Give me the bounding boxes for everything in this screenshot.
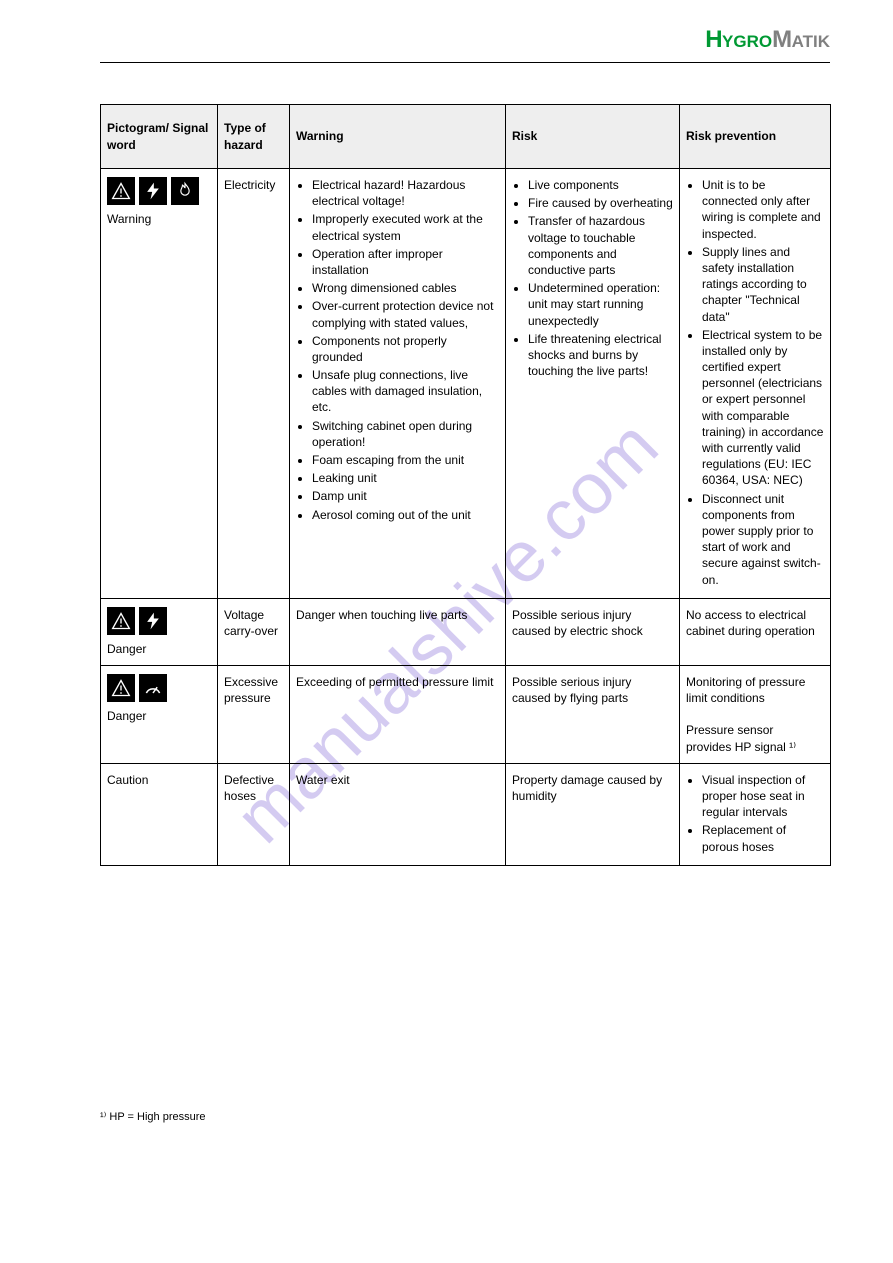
cell-risk: Possible serious injury caused by electr… [506, 598, 680, 665]
list-item: Life threatening electrical shocks and b… [528, 331, 673, 380]
table-row: Caution Defective hoses Water exit Prope… [101, 763, 831, 865]
list-item: Supply lines and safety installation rat… [702, 244, 824, 325]
list-item: Wrong dimensioned cables [312, 280, 499, 296]
hazard-table: Pictogram/ Signal word Type of hazard Wa… [100, 104, 831, 866]
cell-prevention: Unit is to be connected only after wirin… [680, 169, 831, 599]
th-prevention: Risk prevention [680, 105, 831, 169]
fire-icon [171, 177, 199, 205]
brand-logo: H YGRO M ATIK [705, 26, 830, 54]
list-item: Transfer of hazardous voltage to touchab… [528, 213, 673, 278]
warning-triangle-icon [107, 607, 135, 635]
logo-part-2: YGRO [722, 32, 772, 52]
list-item: Disconnect unit components from power su… [702, 491, 824, 588]
icon-row [107, 177, 211, 205]
cell-prevention: Monitoring of pressure limit conditions … [680, 665, 831, 763]
list-item: Undetermined operation: unit may start r… [528, 280, 673, 329]
cell-hazard-type: Defective hoses [218, 763, 290, 865]
cell-risk: Possible serious injury caused by flying… [506, 665, 680, 763]
list-item: Leaking unit [312, 470, 499, 486]
list-item: Foam escaping from the unit [312, 452, 499, 468]
signal-word: Warning [107, 211, 211, 227]
cell-warning: Exceeding of permitted pressure limit [290, 665, 506, 763]
signal-word: Danger [107, 708, 211, 724]
list-item: Over-current protection device not compl… [312, 298, 499, 330]
table-row: Warning Electricity Electrical hazard! H… [101, 169, 831, 599]
cell-pictogram: Danger [101, 598, 218, 665]
cell-warning: Electrical hazard! Hazardous electrical … [290, 169, 506, 599]
cell-warning: Danger when touching live parts [290, 598, 506, 665]
list-item: Switching cabinet open during operation! [312, 418, 499, 450]
cell-pictogram: Caution [101, 763, 218, 865]
cell-warning: Water exit [290, 763, 506, 865]
cell-prevention: No access to electrical cabinet during o… [680, 598, 831, 665]
cell-risk: Property damage caused by humidity [506, 763, 680, 865]
list-item: Fire caused by overheating [528, 195, 673, 211]
list-item: Improperly executed work at the electric… [312, 211, 499, 243]
lightning-icon [139, 177, 167, 205]
th-pictogram: Pictogram/ Signal word [101, 105, 218, 169]
cell-pictogram: Warning [101, 169, 218, 599]
header-rule [100, 62, 830, 63]
cell-hazard-type: Excessive pressure [218, 665, 290, 763]
footnote: ¹⁾ HP = High pressure [100, 1110, 206, 1123]
cell-pictogram: Danger [101, 665, 218, 763]
list-item: Damp unit [312, 488, 499, 504]
gauge-icon [139, 674, 167, 702]
lightning-icon [139, 607, 167, 635]
list-item: Visual inspection of proper hose seat in… [702, 772, 824, 821]
logo-part-4: ATIK [792, 32, 830, 52]
warning-triangle-icon [107, 177, 135, 205]
list-item: Electrical system to be installed only b… [702, 327, 824, 489]
table-row: Danger Excessive pressure Exceeding of p… [101, 665, 831, 763]
logo-part-1: H [705, 26, 722, 54]
list-item: Electrical hazard! Hazardous electrical … [312, 177, 499, 209]
list-item: Unit is to be connected only after wirin… [702, 177, 824, 242]
list-item: Operation after improper installation [312, 246, 499, 278]
logo-part-3: M [772, 26, 792, 54]
icon-row [107, 607, 211, 635]
table-header-row: Pictogram/ Signal word Type of hazard Wa… [101, 105, 831, 169]
icon-row [107, 674, 211, 702]
th-hazard: Type of hazard [218, 105, 290, 169]
th-risk: Risk [506, 105, 680, 169]
cell-hazard-type: Electricity [218, 169, 290, 599]
list-item: Live components [528, 177, 673, 193]
table-row: Danger Voltage carry-over Danger when to… [101, 598, 831, 665]
list-item: Unsafe plug connections, live cables wit… [312, 367, 499, 416]
cell-prevention: Visual inspection of proper hose seat in… [680, 763, 831, 865]
signal-word: Danger [107, 641, 211, 657]
signal-word: Caution [107, 772, 211, 788]
warning-triangle-icon [107, 674, 135, 702]
list-item: Aerosol coming out of the unit [312, 507, 499, 523]
cell-risk: Live components Fire caused by overheati… [506, 169, 680, 599]
th-warning: Warning [290, 105, 506, 169]
list-item: Replacement of porous hoses [702, 822, 824, 854]
list-item: Components not properly grounded [312, 333, 499, 365]
cell-hazard-type: Voltage carry-over [218, 598, 290, 665]
